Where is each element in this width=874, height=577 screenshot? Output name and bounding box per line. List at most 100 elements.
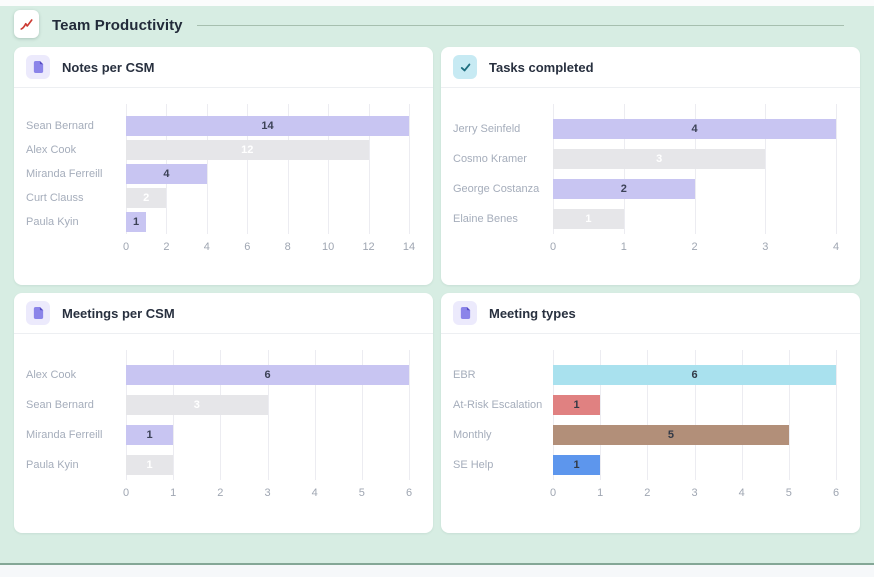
- bar-track: 1: [553, 455, 836, 475]
- gridline: [361, 350, 363, 480]
- grid-layer: [553, 104, 837, 234]
- chart-card-title: Tasks completed: [489, 59, 594, 75]
- value-label: 3: [656, 153, 663, 165]
- chart-card-header: Tasks completed: [441, 47, 860, 88]
- bar-row: George Costanza 2: [453, 174, 836, 204]
- bar-chart: EBR 6 At-Risk Escalation 1 Monthly 5 SE Help 1 …: [453, 350, 839, 506]
- category-label: George Costanza: [453, 183, 540, 195]
- axis-tick-label: 0: [549, 487, 557, 499]
- bar-chart: Jerry Seinfeld 4 Cosmo Kramer 3 George Costa…: [453, 104, 840, 260]
- axis-tick-label: 6: [244, 241, 251, 253]
- gridline: [600, 350, 602, 480]
- bar[interactable]: 5: [553, 425, 789, 445]
- bar[interactable]: 6: [126, 365, 409, 385]
- axis-tick-label: 2: [163, 241, 170, 253]
- axis-spacer: [453, 480, 553, 506]
- bar-rows: Sean Bernard 14 Alex Cook 12 Miranda Ferreil…: [26, 114, 409, 234]
- category-label: Alex Cook: [26, 144, 77, 156]
- category-label: Miranda Ferreill: [26, 429, 103, 441]
- axis-tick-label: 1: [597, 487, 604, 499]
- bar[interactable]: 4: [553, 119, 836, 139]
- bar-track: 3: [553, 149, 836, 169]
- gridline: [694, 104, 696, 234]
- bar[interactable]: 3: [126, 395, 268, 415]
- axis-spacer: [26, 234, 126, 260]
- axis-track: 0 2 4 6 8 10 12 14: [123, 234, 415, 260]
- bar[interactable]: 1: [126, 212, 147, 232]
- chart-card-title: Meetings per CSM: [62, 305, 175, 321]
- value-label: 6: [691, 369, 698, 381]
- axis-tick-label: 5: [358, 487, 365, 499]
- bar-row: Paula Kyin 1: [26, 210, 409, 234]
- bar[interactable]: 1: [553, 455, 601, 475]
- bar[interactable]: 12: [126, 140, 369, 160]
- bar-row: Miranda Ferreill 1: [26, 420, 409, 450]
- value-label: 1: [146, 429, 153, 441]
- value-label: 2: [143, 192, 150, 204]
- bar[interactable]: 2: [126, 188, 167, 208]
- axis-tick-label: 3: [264, 487, 271, 499]
- bar[interactable]: 2: [553, 179, 695, 199]
- category-label: Miranda Ferreill: [26, 168, 103, 180]
- category-label: Jerry Seinfeld: [453, 123, 521, 135]
- chart-body: Alex Cook 6 Sean Bernard 3 Miranda Ferreill 1…: [14, 334, 433, 506]
- bar-track: 12: [126, 140, 409, 160]
- value-label: 12: [241, 144, 254, 156]
- gridline: [220, 350, 222, 480]
- check-icon: [453, 55, 477, 79]
- grid-layer: [126, 350, 410, 480]
- gridline: [741, 350, 743, 480]
- x-axis: 0 1 2 3 4 5 6: [26, 480, 413, 506]
- gridline: [328, 104, 330, 234]
- gridline: [287, 104, 289, 234]
- axis-tick-label: 8: [284, 241, 291, 253]
- axis-tick-label: 2: [217, 487, 224, 499]
- bar[interactable]: 1: [126, 425, 174, 445]
- bar-chart: Alex Cook 6 Sean Bernard 3 Miranda Ferreill 1…: [26, 350, 413, 506]
- bar[interactable]: 1: [553, 395, 601, 415]
- axis-tick-label: 6: [405, 487, 413, 499]
- section-header: Team Productivity: [14, 6, 860, 42]
- category-label: Cosmo Kramer: [453, 153, 527, 165]
- axis-tick-label: 0: [122, 487, 130, 499]
- note-icon: [453, 301, 477, 325]
- axis-tick-label: 14: [402, 241, 416, 253]
- bar-row: Cosmo Kramer 3: [453, 144, 836, 174]
- gridline: [409, 350, 410, 480]
- gridline: [836, 350, 837, 480]
- gridline: [409, 104, 410, 234]
- bar-row: Sean Bernard 3: [26, 390, 409, 420]
- bar-track: 1: [553, 209, 836, 229]
- note-icon: [26, 301, 50, 325]
- bar[interactable]: 1: [126, 455, 174, 475]
- bar[interactable]: 4: [126, 164, 207, 184]
- bar-track: 4: [126, 164, 409, 184]
- category-label: Curt Clauss: [26, 192, 84, 204]
- axis-tick-label: 4: [832, 241, 840, 253]
- chart-card: Tasks completed Jerry Seinfeld 4 Cosmo Kra…: [441, 47, 860, 285]
- bar-track: 1: [553, 395, 836, 415]
- value-label: 2: [620, 183, 627, 195]
- dashboard-section: Team Productivity Notes per CSM Sean Ber…: [0, 6, 874, 563]
- cards-grid: Notes per CSM Sean Bernard 14 Alex Cook 12 M…: [14, 47, 860, 533]
- bar-track: 6: [553, 365, 836, 385]
- value-label: 5: [667, 429, 674, 441]
- gridline: [206, 104, 208, 234]
- top-strip: [0, 0, 874, 6]
- bar[interactable]: 6: [553, 365, 836, 385]
- bar-row: SE Help 1: [453, 450, 836, 480]
- bar-row: EBR 6: [453, 360, 836, 390]
- bar[interactable]: 1: [553, 209, 624, 229]
- chart-card-header: Notes per CSM: [14, 47, 433, 88]
- axis-tick-label: 1: [620, 241, 627, 253]
- axis-track: 0 1 2 3 4 5 6: [549, 480, 839, 506]
- chart-card-title: Notes per CSM: [62, 59, 155, 75]
- category-label: Monthly: [453, 429, 492, 441]
- bar[interactable]: 3: [553, 149, 766, 169]
- category-label: EBR: [453, 369, 476, 381]
- bar[interactable]: 14: [126, 116, 409, 136]
- gridline: [173, 350, 175, 480]
- gridline: [553, 350, 554, 480]
- axis-track: 0 1 2 3 4: [550, 234, 840, 260]
